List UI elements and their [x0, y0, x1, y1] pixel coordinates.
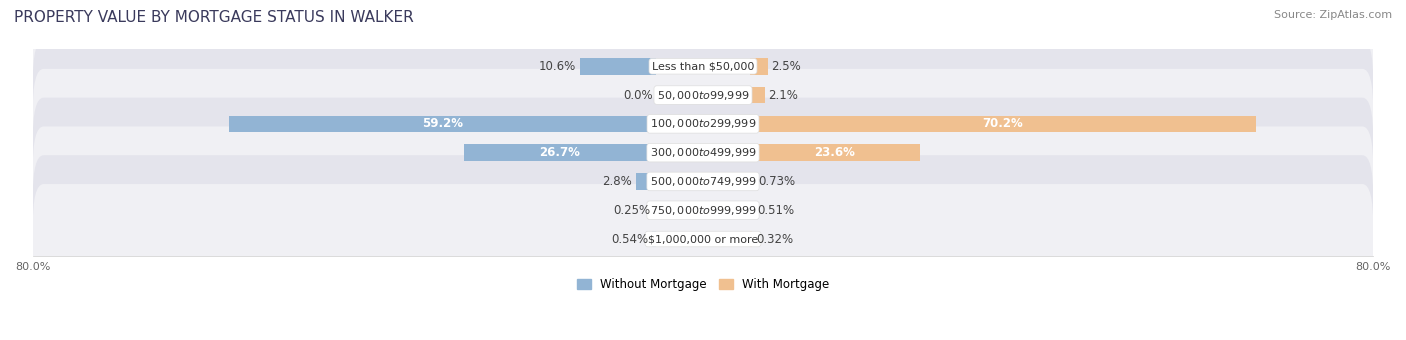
Text: 26.7%: 26.7% [540, 146, 581, 159]
Text: 0.32%: 0.32% [756, 233, 793, 245]
Text: $1,000,000 or more: $1,000,000 or more [648, 234, 758, 244]
Text: 2.5%: 2.5% [772, 60, 801, 73]
Bar [749, 58, 768, 74]
Text: 23.6%: 23.6% [814, 146, 855, 159]
Bar [749, 173, 755, 190]
Bar [654, 202, 657, 219]
Bar [749, 231, 752, 248]
Text: 0.0%: 0.0% [623, 88, 652, 102]
FancyBboxPatch shape [32, 184, 1374, 294]
Bar [636, 173, 657, 190]
Text: $500,000 to $749,999: $500,000 to $749,999 [650, 175, 756, 188]
Bar [749, 202, 754, 219]
Bar [749, 87, 765, 103]
Bar [749, 144, 920, 161]
Bar [652, 231, 657, 248]
Text: 70.2%: 70.2% [983, 117, 1024, 130]
Text: Source: ZipAtlas.com: Source: ZipAtlas.com [1274, 10, 1392, 20]
Text: $300,000 to $499,999: $300,000 to $499,999 [650, 146, 756, 159]
Bar [464, 144, 657, 161]
FancyBboxPatch shape [32, 98, 1374, 208]
FancyBboxPatch shape [32, 11, 1374, 121]
Text: $100,000 to $299,999: $100,000 to $299,999 [650, 117, 756, 130]
Text: $750,000 to $999,999: $750,000 to $999,999 [650, 204, 756, 217]
Text: PROPERTY VALUE BY MORTGAGE STATUS IN WALKER: PROPERTY VALUE BY MORTGAGE STATUS IN WAL… [14, 10, 413, 25]
FancyBboxPatch shape [32, 155, 1374, 265]
FancyBboxPatch shape [32, 40, 1374, 150]
FancyBboxPatch shape [32, 69, 1374, 179]
FancyBboxPatch shape [32, 126, 1374, 236]
Text: 0.51%: 0.51% [756, 204, 794, 217]
Text: 59.2%: 59.2% [422, 117, 464, 130]
Text: 0.54%: 0.54% [612, 233, 648, 245]
Text: $50,000 to $99,999: $50,000 to $99,999 [657, 88, 749, 102]
Legend: Without Mortgage, With Mortgage: Without Mortgage, With Mortgage [572, 274, 834, 296]
Bar [229, 116, 657, 132]
Text: 2.8%: 2.8% [603, 175, 633, 188]
Bar [579, 58, 657, 74]
Text: 0.25%: 0.25% [613, 204, 651, 217]
Bar [749, 116, 1256, 132]
Text: 2.1%: 2.1% [769, 88, 799, 102]
Text: 0.73%: 0.73% [759, 175, 796, 188]
Text: 10.6%: 10.6% [538, 60, 576, 73]
Text: Less than $50,000: Less than $50,000 [652, 61, 754, 71]
